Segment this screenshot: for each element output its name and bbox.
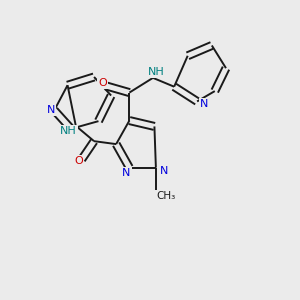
Text: NH: NH	[60, 126, 77, 136]
Text: N: N	[160, 166, 168, 176]
Text: O: O	[98, 78, 107, 88]
Text: CH₃: CH₃	[156, 190, 175, 201]
Text: N: N	[47, 105, 56, 115]
Text: O: O	[74, 156, 83, 166]
Text: N: N	[200, 99, 208, 110]
Text: NH: NH	[148, 67, 164, 77]
Text: N: N	[122, 168, 130, 178]
